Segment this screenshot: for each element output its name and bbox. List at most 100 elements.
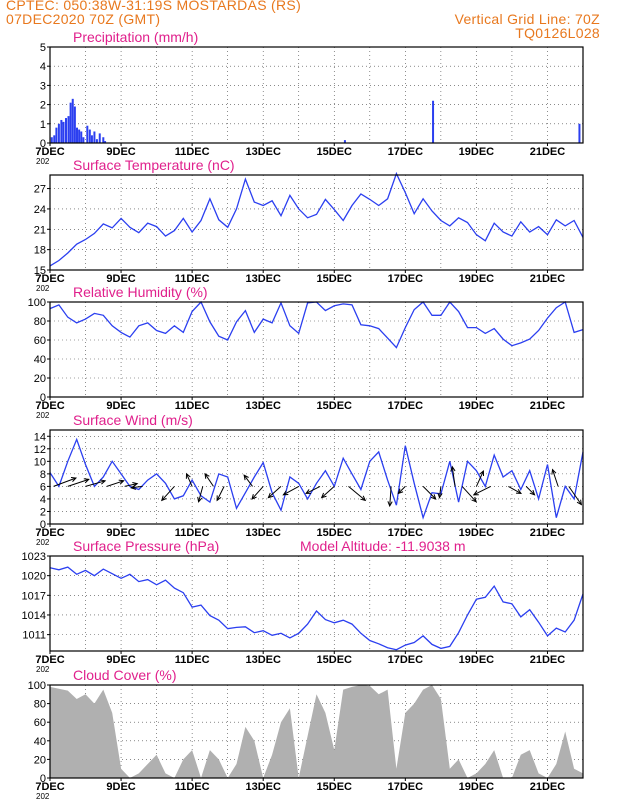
panel-title: Surface Wind (m/s) (73, 412, 193, 428)
wind-arrow (508, 485, 522, 494)
x-tick-label: 17DEC (388, 781, 424, 793)
x-tick-sublabel: 202 (36, 411, 50, 420)
wind-arrow (161, 486, 175, 501)
x-tick-label: 21DEC (530, 781, 566, 793)
y-tick-label: 1017 (22, 590, 46, 602)
y-tick-label: 15 (34, 265, 46, 277)
x-tick-label: 19DEC (459, 527, 495, 539)
wind-arrow (268, 486, 282, 498)
wind-arrow (321, 486, 335, 498)
series-line (49, 437, 584, 520)
x-tick-label: 11DEC (175, 146, 210, 158)
panel-title: Precipitation (mm/h) (73, 29, 198, 45)
precip-bar (50, 137, 53, 143)
panel-annotation: Model Altitude: -11.9038 m (300, 538, 466, 554)
series-line (49, 171, 584, 267)
x-tick-label: 13DEC (245, 273, 281, 285)
x-tick-label: 17DEC (388, 400, 424, 412)
x-tick-label: 13DEC (245, 781, 281, 793)
precip-bar (55, 127, 58, 143)
x-tick-label: 9DEC (106, 527, 135, 539)
wind-arrow (186, 473, 193, 487)
wind-arrow (451, 466, 456, 487)
station-title: CPTEC: 050:38W-31:19S MOSTARDAS (RS) (6, 0, 302, 13)
precip-bar (67, 116, 70, 143)
y-tick-label: 40 (34, 736, 46, 748)
y-tick-label: 0 (40, 773, 46, 785)
x-tick-label: 21DEC (530, 400, 566, 412)
precip-bar (578, 123, 581, 143)
panel-6: 0 20 40 60 80 100 7DEC 9DEC 11DEC 13DEC 15DEC 17DEC… (28, 667, 584, 800)
series-line (49, 300, 584, 349)
panel-frame (49, 174, 584, 271)
wind-arrow-head (479, 469, 485, 477)
precip-bar (60, 119, 63, 143)
grid-line-note: Vertical Grid Line: 70Z (454, 11, 600, 27)
x-tick-label: 13DEC (245, 527, 281, 539)
panel-frame (49, 555, 584, 652)
precip-bar (62, 121, 65, 143)
wind-arrow (85, 480, 106, 487)
x-tick-label: 19DEC (459, 400, 495, 412)
y-tick-label: 60 (34, 717, 46, 729)
wind-arrow-head (305, 489, 312, 494)
wind-arrow (473, 485, 491, 496)
precip-bar (82, 137, 85, 143)
y-tick-label: 0 (40, 392, 46, 404)
wind-arrow (204, 473, 214, 487)
wind-arrow-head (216, 495, 222, 502)
wind-arrow-head (197, 496, 203, 503)
x-tick-label: 13DEC (245, 400, 281, 412)
wind-arrow-head (551, 468, 557, 475)
wind-arrow-head (204, 472, 210, 479)
x-tick-label: 19DEC (459, 781, 495, 793)
wind-arrow-head (397, 488, 404, 495)
precip-bar (432, 100, 435, 143)
y-tick-label: 40 (34, 354, 46, 366)
wind-arrow-head (185, 472, 191, 479)
precip-bar (71, 98, 74, 143)
precip-bar (104, 141, 107, 143)
wind-arrow-head (267, 492, 274, 499)
x-tick-label: 19DEC (459, 146, 495, 158)
y-tick-label: 0 (40, 138, 46, 150)
y-tick-label: 5 (40, 42, 46, 54)
panel-5: 1011 1014 1017 1020 1023 7DEC 9DEC 11DEC 13DEC 15… (22, 538, 584, 674)
precip-bar (343, 140, 346, 143)
x-tick-label: 13DEC (245, 654, 281, 666)
x-tick-label: 17DEC (388, 527, 424, 539)
precip-bar (90, 135, 93, 143)
series-line (49, 566, 584, 651)
x-tick-label: 15DEC (317, 654, 353, 666)
x-tick-sublabel: 202 (36, 284, 50, 293)
wind-arrow-head (251, 494, 257, 500)
wind-arrow (525, 486, 535, 496)
x-tick-label: 13DEC (245, 146, 281, 158)
y-tick-label: 1 (40, 119, 46, 131)
y-tick-label: 1023 (22, 551, 46, 563)
precip-bar (76, 127, 79, 143)
y-tick-label: 1014 (22, 610, 46, 622)
x-tick-label: 9DEC (106, 400, 135, 412)
x-tick-label: 9DEC (106, 781, 135, 793)
wind-arrow-head (472, 490, 479, 496)
wind-arrow-head (360, 495, 367, 502)
x-tick-label: 15DEC (317, 527, 353, 539)
panel-title: Surface Temperature (nC) (73, 157, 235, 173)
wind-arrow-head (450, 465, 456, 472)
cloud-cover-area (50, 685, 583, 778)
precip-bar (57, 123, 60, 143)
x-tick-label: 17DEC (388, 273, 424, 285)
x-tick-label: 9DEC (106, 146, 135, 158)
x-tick-label: 9DEC (106, 273, 135, 285)
wind-arrow (305, 485, 321, 494)
wind-arrow (475, 470, 484, 487)
precip-bar (64, 118, 67, 143)
panel-frame (49, 46, 584, 144)
y-tick-label: 100 (28, 297, 46, 309)
wind-arrow (348, 486, 366, 501)
wind-arrow (124, 483, 138, 487)
y-tick-label: 3 (40, 80, 46, 92)
precip-bar (93, 131, 96, 143)
